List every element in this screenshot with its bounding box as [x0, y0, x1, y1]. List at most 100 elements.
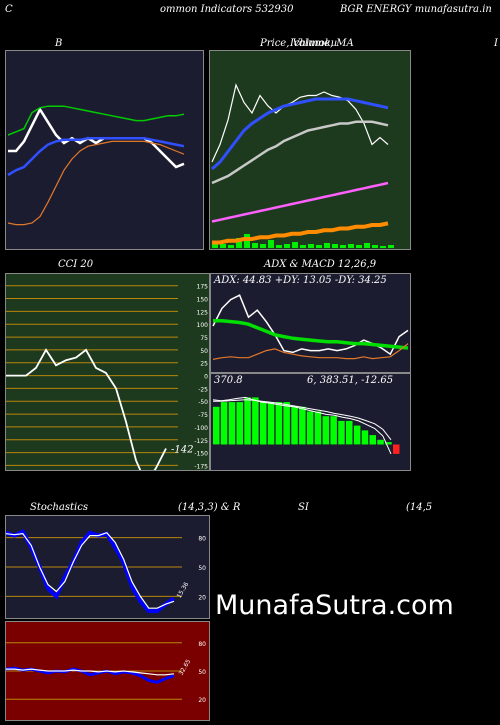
cci-tick-label: -175 [194, 463, 208, 470]
macd-line-2 [213, 399, 392, 441]
macd-histogram-bar [275, 402, 283, 445]
price-panel [209, 50, 411, 250]
cci-tick-label: -50 [198, 399, 208, 406]
volume-bar [356, 245, 362, 248]
macd-chart [211, 374, 410, 470]
panel-background [210, 51, 410, 249]
cci-panel: 175 150 125 100 75 50 25 0 -25 -50 -75 -100 -125 -150… [5, 273, 210, 471]
volume-bar [332, 244, 338, 248]
macd-readout-left: 370.8 [214, 375, 243, 386]
macd-histogram-bar [213, 406, 220, 445]
stoch-tick-label: 20 [198, 594, 206, 601]
stoch-tick-label: 80 [198, 536, 206, 543]
price-chart [210, 51, 410, 249]
rsi-panel: 80 50 20 32.65 [5, 621, 210, 721]
price-ma-line-4 [211, 181, 389, 223]
bb-title: B [55, 38, 63, 49]
volume-bar [388, 245, 394, 248]
bollinger-line-4 [7, 140, 185, 226]
macd-line-1 [212, 396, 392, 455]
header-right: BGR ENERGY munafasutra.in [340, 4, 492, 15]
volume-bar [324, 243, 330, 248]
volume-bar [268, 240, 274, 248]
macd-histogram-bar [361, 430, 369, 445]
macd-histogram-bar [228, 402, 236, 445]
stoch-tick-label: 50 [198, 565, 206, 572]
volume-bar [260, 244, 266, 248]
price-ma-line-5 [212, 221, 389, 245]
macd-histogram-bar [236, 402, 243, 445]
cci-tick-label: -150 [194, 451, 208, 458]
macd-histogram-bar [369, 435, 376, 445]
macd-histogram-bar [252, 397, 259, 445]
macd-histogram-bar [220, 402, 228, 445]
price-ma-line-2 [211, 97, 389, 171]
price-overlay-title: Ichimoku [290, 38, 338, 49]
cci-tick-label: 125 [197, 309, 209, 316]
price-ma-line-3 [211, 120, 389, 185]
volume-bar [212, 242, 218, 248]
rsi-title: SI [298, 502, 309, 513]
rsi-tick-label: 50 [198, 669, 206, 676]
bollinger-line-2 [7, 105, 185, 136]
edge-right-label: I [494, 38, 498, 49]
cci-tick-label: 25 [200, 361, 208, 368]
macd-histogram-bar [306, 411, 314, 445]
rsi-params: (14,5 [406, 502, 433, 513]
cci-tick-label: 0 [204, 374, 208, 381]
cci-tick-label: 150 [197, 297, 209, 304]
price-title: Price, Volume, MA [260, 38, 354, 49]
cci-tick-label: 175 [197, 284, 209, 291]
macd-histogram-bar [291, 406, 298, 445]
bollinger-line-1 [8, 106, 185, 169]
macd-histogram-bar [377, 439, 384, 445]
volume-bar [364, 243, 370, 248]
macd-histogram-bar [353, 425, 361, 445]
price-ma-line-1 [211, 83, 389, 163]
cci-tick-label: 50 [200, 348, 208, 355]
cci-tick-label: 75 [200, 335, 208, 342]
bollinger-chart [6, 51, 203, 249]
macd-histogram-bar [244, 397, 251, 445]
macd-readout-right: 6, 383.51, -12.65 [307, 375, 394, 386]
adx-title: ADX & MACD 12,26,9 [264, 259, 377, 270]
volume-bar [252, 243, 258, 248]
volume-bar [276, 245, 282, 248]
volume-bar [300, 245, 306, 248]
macd-histogram-bar [322, 416, 330, 445]
volume-bar [228, 245, 234, 248]
cci-title: CCI 20 [58, 259, 94, 270]
rsi-tick-label: 80 [198, 641, 206, 648]
macd-histogram-bar [283, 402, 290, 445]
volume-bar [292, 242, 298, 248]
cci-tick-label: 100 [197, 322, 209, 329]
macd-histogram-bar [393, 444, 400, 454]
stoch-params: (14,3,3) & R [178, 502, 241, 513]
stoch-line-2 [6, 531, 175, 609]
adx-line-2 [213, 318, 409, 350]
watermark: MunafaSutra.com [215, 590, 454, 621]
macd-panel: 370.8 6, 383.51, -12.65 [210, 373, 411, 471]
volume-bar [380, 246, 386, 248]
adx-line-3 [212, 343, 409, 360]
volume-bar [220, 244, 226, 248]
rsi-tick-label: 20 [198, 697, 206, 704]
cci-tick-label: -25 [198, 386, 208, 393]
adx-panel: ADX: 44.83 +DY: 13.05 -DY: 34.25 [210, 273, 411, 373]
macd-histogram-bar [346, 420, 353, 445]
macd-histogram-bar [267, 402, 275, 445]
cci-line [6, 348, 167, 470]
macd-histogram-bar [299, 406, 306, 445]
stoch-title: Stochastics [30, 502, 88, 513]
macd-histogram-bar [330, 416, 337, 445]
macd-histogram-bar [314, 411, 322, 445]
volume-bar [284, 244, 290, 248]
volume-bar [316, 245, 322, 248]
adx-chart [211, 274, 410, 372]
edge-left-label: C [5, 4, 13, 15]
macd-histogram-bar [385, 442, 392, 445]
macd-histogram-bar [338, 420, 345, 445]
rsi-line-2 [6, 668, 175, 676]
